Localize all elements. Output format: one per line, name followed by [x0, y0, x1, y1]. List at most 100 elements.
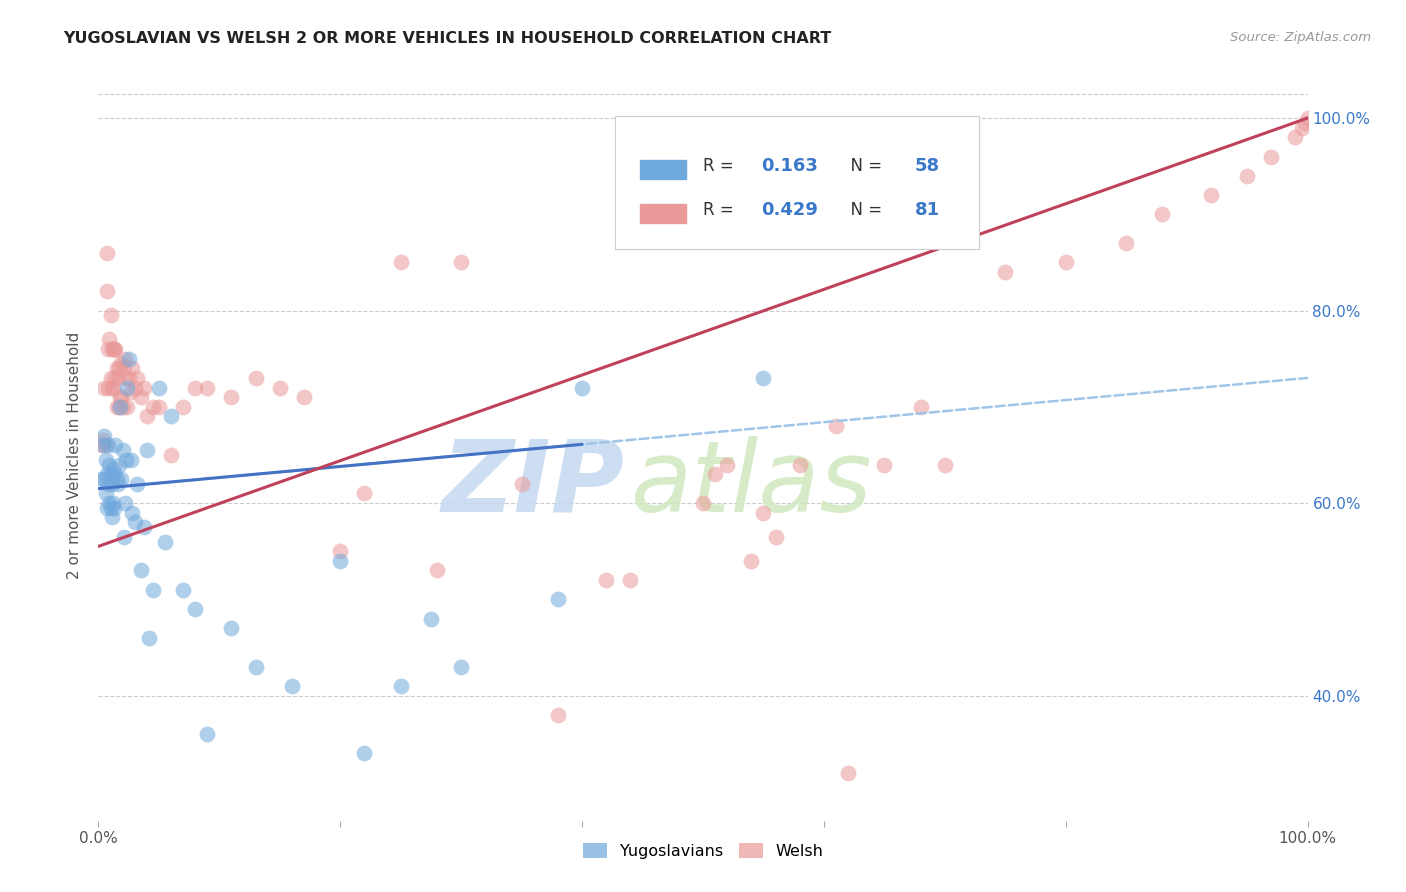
Point — [91, 434, 114, 448]
Point — [450, 255, 472, 269]
Point — [1236, 169, 1258, 183]
FancyBboxPatch shape — [640, 203, 686, 223]
Point — [873, 458, 896, 472]
Point — [120, 452, 142, 467]
Point — [1294, 116, 1316, 130]
Point — [117, 400, 139, 414]
Point — [96, 467, 118, 482]
Point — [117, 380, 139, 394]
Point — [127, 476, 149, 491]
Point — [104, 342, 127, 356]
Text: 58: 58 — [915, 157, 939, 175]
Point — [450, 659, 472, 673]
Point — [148, 400, 170, 414]
Point — [97, 476, 120, 491]
Point — [426, 563, 449, 577]
Point — [112, 530, 135, 544]
Point — [195, 727, 218, 741]
Point — [101, 380, 124, 394]
Point — [245, 659, 267, 673]
Point — [1284, 130, 1306, 145]
FancyBboxPatch shape — [614, 116, 979, 249]
Point — [353, 746, 375, 760]
Point — [121, 361, 143, 376]
Point — [172, 582, 194, 597]
Point — [97, 342, 120, 356]
Point — [1291, 120, 1313, 135]
Point — [389, 679, 412, 693]
Point — [124, 516, 146, 530]
Text: atlas: atlas — [630, 435, 872, 533]
Point — [1296, 111, 1319, 125]
Point — [547, 707, 569, 722]
Point — [389, 255, 412, 269]
Point — [107, 371, 129, 385]
Point — [105, 472, 128, 486]
Point — [103, 371, 125, 385]
Point — [108, 400, 131, 414]
Text: 0.429: 0.429 — [761, 201, 818, 219]
Point — [110, 390, 132, 404]
Text: R =: R = — [703, 201, 740, 219]
Text: Source: ZipAtlas.com: Source: ZipAtlas.com — [1230, 31, 1371, 45]
Point — [789, 458, 811, 472]
Point — [129, 390, 152, 404]
Point — [100, 309, 122, 323]
Point — [111, 443, 134, 458]
Point — [329, 544, 352, 558]
Point — [752, 506, 775, 520]
Point — [221, 390, 243, 404]
Point — [245, 371, 267, 385]
Point — [172, 400, 194, 414]
Point — [121, 506, 143, 520]
Point — [837, 765, 859, 780]
Point — [104, 438, 127, 452]
Point — [281, 679, 304, 693]
Point — [692, 496, 714, 510]
Point — [120, 385, 142, 400]
Point — [134, 380, 156, 394]
Point — [595, 573, 617, 587]
Point — [910, 400, 932, 414]
Point — [134, 520, 156, 534]
Point — [160, 448, 183, 462]
Point — [142, 400, 165, 414]
FancyBboxPatch shape — [640, 160, 686, 179]
Point — [115, 371, 138, 385]
Point — [510, 476, 533, 491]
Point — [184, 380, 207, 394]
Point — [148, 380, 170, 394]
Point — [115, 452, 138, 467]
Point — [107, 476, 129, 491]
Point — [93, 380, 115, 394]
Point — [752, 371, 775, 385]
Point — [994, 265, 1017, 279]
Point — [353, 486, 375, 500]
Point — [100, 476, 122, 491]
Point — [420, 611, 443, 625]
Point — [934, 458, 956, 472]
Point — [619, 573, 641, 587]
Point — [100, 467, 122, 482]
Point — [103, 467, 125, 482]
Point — [105, 400, 128, 414]
Point — [112, 361, 135, 376]
Point — [221, 621, 243, 635]
Text: 81: 81 — [915, 201, 939, 219]
Point — [103, 500, 125, 515]
Point — [571, 380, 593, 394]
Legend: Yugoslavians, Welsh: Yugoslavians, Welsh — [578, 838, 828, 863]
Point — [1260, 150, 1282, 164]
Point — [101, 496, 124, 510]
Text: 0.163: 0.163 — [761, 157, 818, 175]
Point — [142, 582, 165, 597]
Point — [138, 631, 160, 645]
Point — [93, 428, 115, 442]
Point — [108, 458, 131, 472]
Point — [111, 400, 134, 414]
Point — [547, 592, 569, 607]
Point — [97, 380, 120, 394]
Point — [98, 333, 121, 347]
Point — [1199, 188, 1222, 202]
Point — [110, 472, 132, 486]
